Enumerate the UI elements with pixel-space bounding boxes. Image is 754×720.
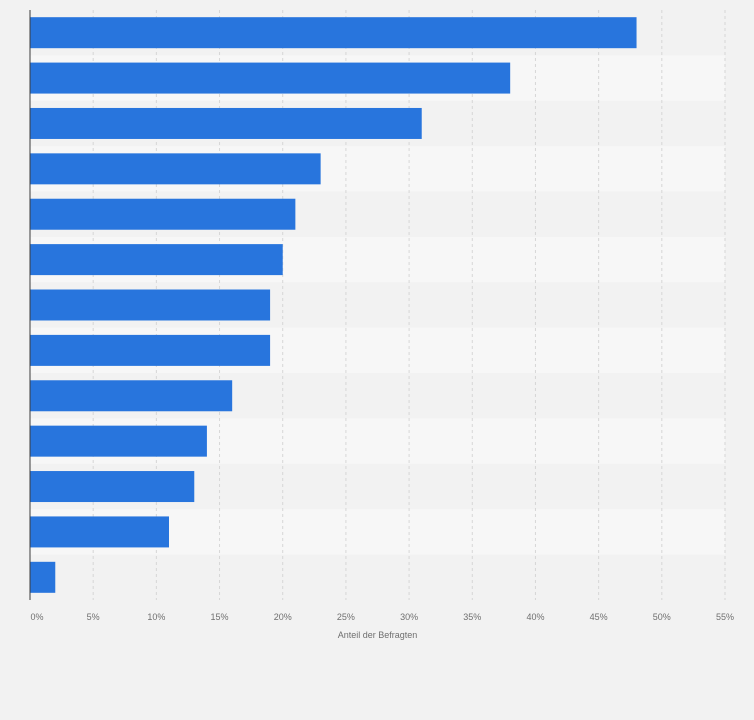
x-tick-label: 35% [463, 612, 481, 622]
bar [30, 198, 296, 230]
bar [30, 334, 271, 366]
x-tick-label: 0% [30, 612, 43, 622]
x-tick-label: 30% [400, 612, 418, 622]
row-band [30, 554, 725, 600]
bar [30, 289, 271, 321]
x-tick-label: 15% [211, 612, 229, 622]
x-tick-label: 40% [526, 612, 544, 622]
bar [30, 561, 56, 593]
x-tick-label: 10% [147, 612, 165, 622]
bar [30, 17, 637, 49]
x-tick-label: 25% [337, 612, 355, 622]
x-tick-labels: 0% 5% 10% 15% 20% 25% 30% 35% 40% 45% 50% 55% [30, 612, 734, 622]
x-tick-label: 20% [274, 612, 292, 622]
bar [30, 471, 195, 503]
bar [30, 153, 321, 185]
x-tick-label: 55% [716, 612, 734, 622]
x-tick-label: 45% [590, 612, 608, 622]
x-tick-label: 50% [653, 612, 671, 622]
bar [30, 516, 169, 548]
bar [30, 425, 207, 457]
bars [30, 17, 637, 593]
bar [30, 380, 233, 412]
x-axis-title: Anteil der Befragten [338, 630, 418, 640]
x-tick-label: 5% [87, 612, 100, 622]
bar [30, 107, 422, 139]
bar [30, 62, 511, 94]
bar [30, 244, 283, 276]
